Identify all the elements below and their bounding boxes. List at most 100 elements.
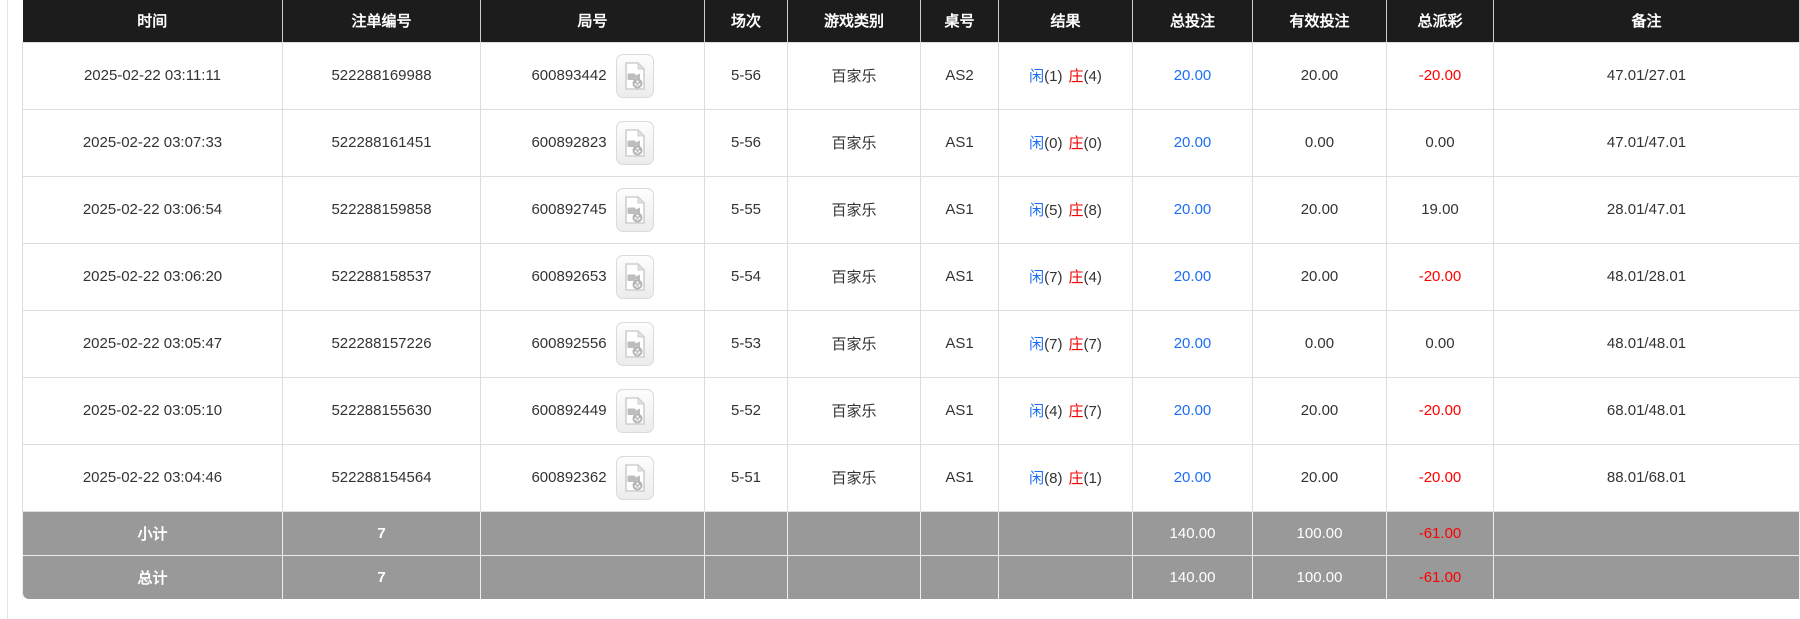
subtotal-payout: -61.00	[1386, 510, 1494, 556]
cell-remark: 48.01/48.01	[1493, 309, 1800, 378]
video-replay-button[interactable]	[615, 388, 654, 433]
cell-result: 闲(7) 庄(4)	[998, 242, 1133, 311]
video-replay-button[interactable]	[615, 455, 654, 500]
cell-result: 闲(4) 庄(7)	[998, 376, 1133, 445]
total-bet-link[interactable]: 20.00	[1173, 201, 1212, 218]
cell-result: 闲(0) 庄(0)	[998, 108, 1133, 177]
cell-result: 闲(8) 庄(1)	[998, 443, 1133, 512]
cell-remark: 68.01/48.01	[1493, 376, 1800, 445]
round-id-text: 600892653	[531, 268, 607, 285]
empty-cell	[787, 510, 921, 556]
cell-round-id: 600892362	[480, 443, 705, 512]
cell-payout: -20.00	[1386, 242, 1494, 311]
cell-session: 5-56	[704, 41, 788, 110]
round-id-text: 600892745	[531, 201, 607, 218]
total-bet-link[interactable]: 20.00	[1173, 402, 1212, 419]
cell-session: 5-56	[704, 108, 788, 177]
empty-cell	[480, 554, 705, 599]
grand-total-label: 总计	[22, 554, 283, 599]
cell-session: 5-51	[704, 443, 788, 512]
cell-payout: 19.00	[1386, 175, 1494, 244]
col-header-total-bet: 总投注	[1132, 0, 1253, 43]
cell-payout: 0.00	[1386, 309, 1494, 378]
result-player-score: (8)	[1044, 470, 1063, 487]
cell-table-no: AS1	[920, 242, 999, 311]
subtotal-row: 小计 7 140.00 100.00 -61.00	[22, 510, 1800, 556]
video-replay-button[interactable]	[615, 321, 654, 366]
cell-game-type: 百家乐	[787, 309, 921, 378]
empty-cell	[920, 510, 999, 556]
round-id-text: 600892823	[531, 134, 607, 151]
total-bet-link[interactable]: 20.00	[1173, 67, 1212, 84]
cell-valid-bet: 20.00	[1252, 376, 1387, 445]
cell-remark: 47.01/27.01	[1493, 41, 1800, 110]
col-header-table-no: 桌号	[920, 0, 999, 43]
empty-cell	[998, 554, 1133, 599]
table-row: 2025-02-22 03:11:11 522288169988 6008934…	[22, 41, 1800, 110]
col-header-time: 时间	[22, 0, 283, 43]
cell-result: 闲(5) 庄(8)	[998, 175, 1133, 244]
empty-cell	[1493, 510, 1800, 556]
grand-total-valid-bet: 100.00	[1252, 554, 1387, 599]
cell-bet-id: 522288169988	[282, 41, 481, 110]
video-replay-button[interactable]	[615, 187, 654, 232]
cell-round-id: 600893442	[480, 41, 705, 110]
result-player-label: 闲	[1029, 68, 1045, 85]
cell-table-no: AS2	[920, 41, 999, 110]
result-banker-score: (4)	[1083, 68, 1102, 85]
table-body: 2025-02-22 03:11:11 522288169988 6008934…	[22, 41, 1800, 512]
table-row: 2025-02-22 03:07:33 522288161451 6008928…	[22, 108, 1800, 177]
cell-round-id: 600892556	[480, 309, 705, 378]
col-header-bet-id: 注单编号	[282, 0, 481, 43]
grand-total-total-bet: 140.00	[1132, 554, 1253, 599]
cell-valid-bet: 20.00	[1252, 41, 1387, 110]
cell-result: 闲(1) 庄(4)	[998, 41, 1133, 110]
cell-game-type: 百家乐	[787, 41, 921, 110]
cell-total-bet: 20.00	[1132, 108, 1253, 177]
cell-payout: -20.00	[1386, 443, 1494, 512]
cell-valid-bet: 20.00	[1252, 175, 1387, 244]
video-replay-button[interactable]	[615, 254, 654, 299]
table-header: 时间 注单编号 局号 场次 游戏类别 桌号 结果 总投注 有效投注 总派彩 备注	[22, 0, 1800, 43]
result-banker-label: 庄	[1068, 269, 1084, 286]
cell-round-id: 600892745	[480, 175, 705, 244]
cell-time: 2025-02-22 03:11:11	[22, 41, 283, 110]
video-file-icon	[624, 128, 645, 157]
video-replay-button[interactable]	[615, 53, 654, 98]
cell-time: 2025-02-22 03:06:20	[22, 242, 283, 311]
cell-remark: 47.01/47.01	[1493, 108, 1800, 177]
cell-time: 2025-02-22 03:05:10	[22, 376, 283, 445]
empty-cell	[1493, 554, 1800, 599]
cell-session: 5-54	[704, 242, 788, 311]
cell-table-no: AS1	[920, 376, 999, 445]
result-player-label: 闲	[1029, 202, 1045, 219]
col-header-remark: 备注	[1493, 0, 1800, 43]
cell-game-type: 百家乐	[787, 443, 921, 512]
total-bet-link[interactable]: 20.00	[1173, 469, 1212, 486]
cell-round-id: 600892823	[480, 108, 705, 177]
empty-cell	[704, 510, 788, 556]
round-id-text: 600892449	[531, 402, 607, 419]
cell-table-no: AS1	[920, 175, 999, 244]
result-banker-label: 庄	[1068, 202, 1084, 219]
video-replay-button[interactable]	[615, 120, 654, 165]
result-banker-score: (0)	[1083, 135, 1102, 152]
cell-game-type: 百家乐	[787, 108, 921, 177]
cell-bet-id: 522288161451	[282, 108, 481, 177]
total-bet-link[interactable]: 20.00	[1173, 268, 1212, 285]
cell-result: 闲(7) 庄(7)	[998, 309, 1133, 378]
cell-time: 2025-02-22 03:05:47	[22, 309, 283, 378]
total-bet-link[interactable]: 20.00	[1173, 134, 1212, 151]
cell-bet-id: 522288154564	[282, 443, 481, 512]
subtotal-count: 7	[282, 510, 481, 556]
video-file-icon	[624, 396, 645, 425]
table-footer: 小计 7 140.00 100.00 -61.00 总计 7 140.00 10…	[22, 510, 1800, 599]
table-row: 2025-02-22 03:06:54 522288159858 6008927…	[22, 175, 1800, 244]
subtotal-label: 小计	[22, 510, 283, 556]
result-banker-label: 庄	[1068, 68, 1084, 85]
total-bet-link[interactable]: 20.00	[1173, 335, 1212, 352]
cell-game-type: 百家乐	[787, 376, 921, 445]
result-banker-score: (7)	[1083, 403, 1102, 420]
result-player-score: (7)	[1044, 269, 1063, 286]
empty-cell	[480, 510, 705, 556]
